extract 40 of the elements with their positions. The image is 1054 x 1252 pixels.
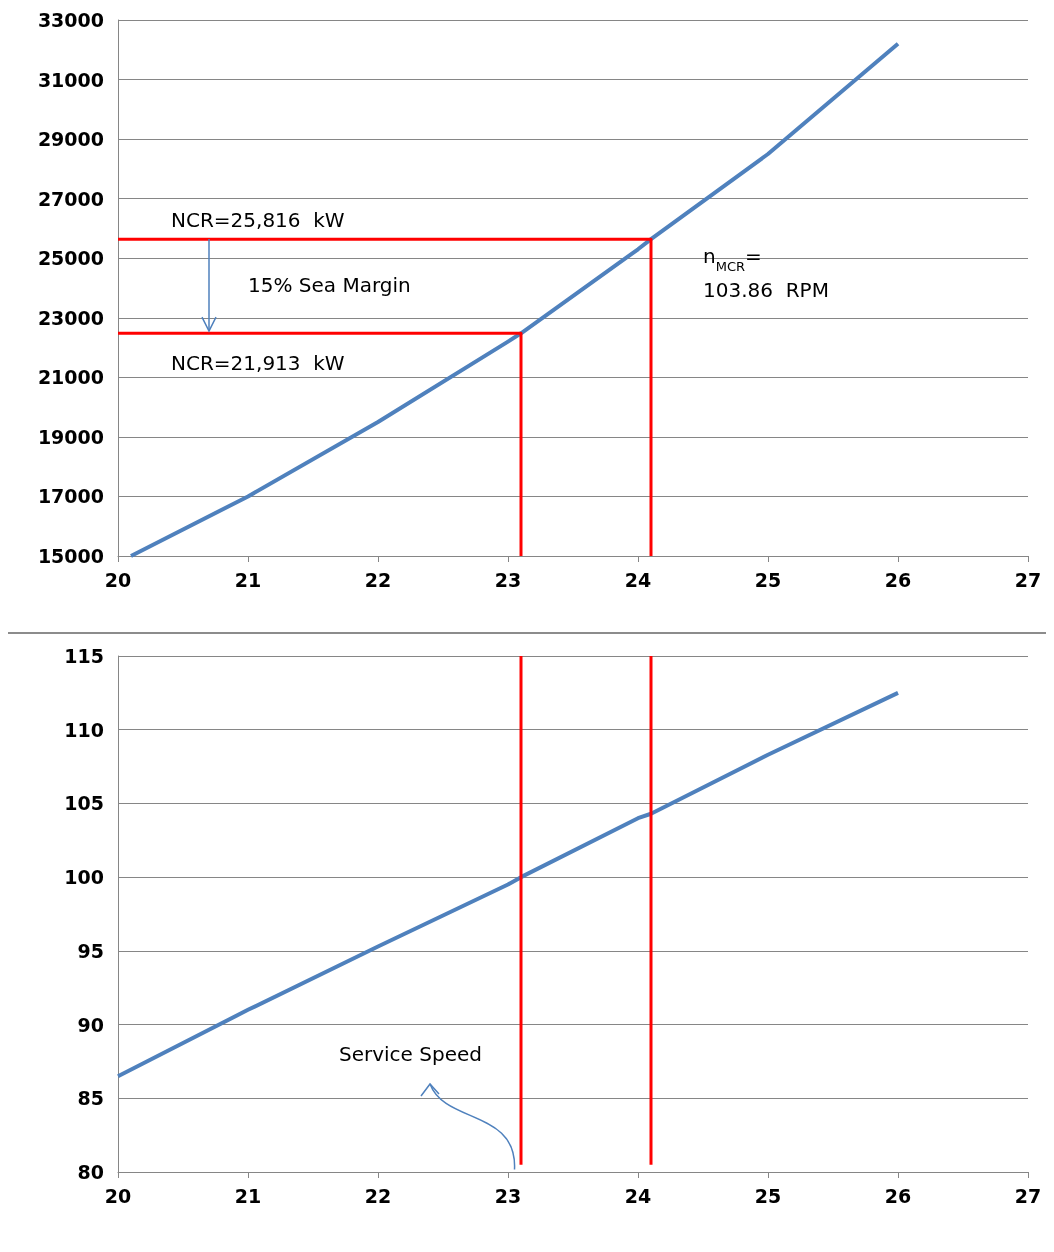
x-tick-label: 25 — [754, 568, 782, 591]
x-tick-label: 24 — [624, 568, 652, 591]
x-tick-label: 23 — [494, 1184, 522, 1207]
y-tick-label: 80 — [77, 1161, 104, 1183]
y-tick-label: 105 — [64, 792, 104, 815]
x-tick-label: 26 — [884, 1184, 912, 1207]
y-tick-label: 85 — [77, 1087, 104, 1110]
x-tick-label: 20 — [104, 568, 132, 591]
annotation: NCR=25,816 kW — [171, 208, 345, 233]
y-tick-label: 31000 — [37, 68, 104, 91]
y-tick-label: 15000 — [37, 545, 104, 567]
x-tick-label: 24 — [624, 1184, 652, 1207]
y-tick-label: 95 — [77, 939, 104, 962]
x-tick-label: 21 — [234, 1184, 262, 1207]
x-tick-label: 23 — [494, 568, 522, 591]
x-tick-label: 26 — [884, 568, 912, 591]
line-series — [129, 41, 900, 558]
x-tick-label: 27 — [1014, 568, 1042, 591]
y-tick-label: 115 — [64, 645, 104, 667]
x-tick-label: 27 — [1014, 1184, 1042, 1207]
y-tick-label: 27000 — [37, 187, 104, 210]
y-tick-label: 23000 — [37, 306, 104, 329]
y-tick-label: 25000 — [37, 247, 104, 270]
x-tick-label: 25 — [754, 1184, 782, 1207]
x-tick-label: 20 — [104, 1184, 132, 1207]
y-tick-label: 110 — [64, 718, 104, 741]
y-tick-label: 19000 — [37, 425, 104, 448]
x-tick-label: 22 — [364, 1184, 392, 1207]
y-tick-label: 100 — [64, 866, 104, 889]
annotation: 15% Sea Margin — [248, 273, 411, 298]
annotation: NCR=21,913 kW — [171, 351, 345, 376]
x-tick-label: 22 — [364, 568, 392, 591]
y-tick-label: 17000 — [37, 485, 104, 508]
y-tick-label: 29000 — [37, 128, 104, 151]
x-tick-label: 21 — [234, 568, 262, 591]
annotation: Service Speed — [339, 1042, 482, 1067]
y-tick-label: 33000 — [37, 9, 104, 31]
line-series — [116, 690, 900, 1079]
y-tick-label: 90 — [77, 1013, 104, 1036]
y-tick-label: 21000 — [37, 366, 104, 389]
